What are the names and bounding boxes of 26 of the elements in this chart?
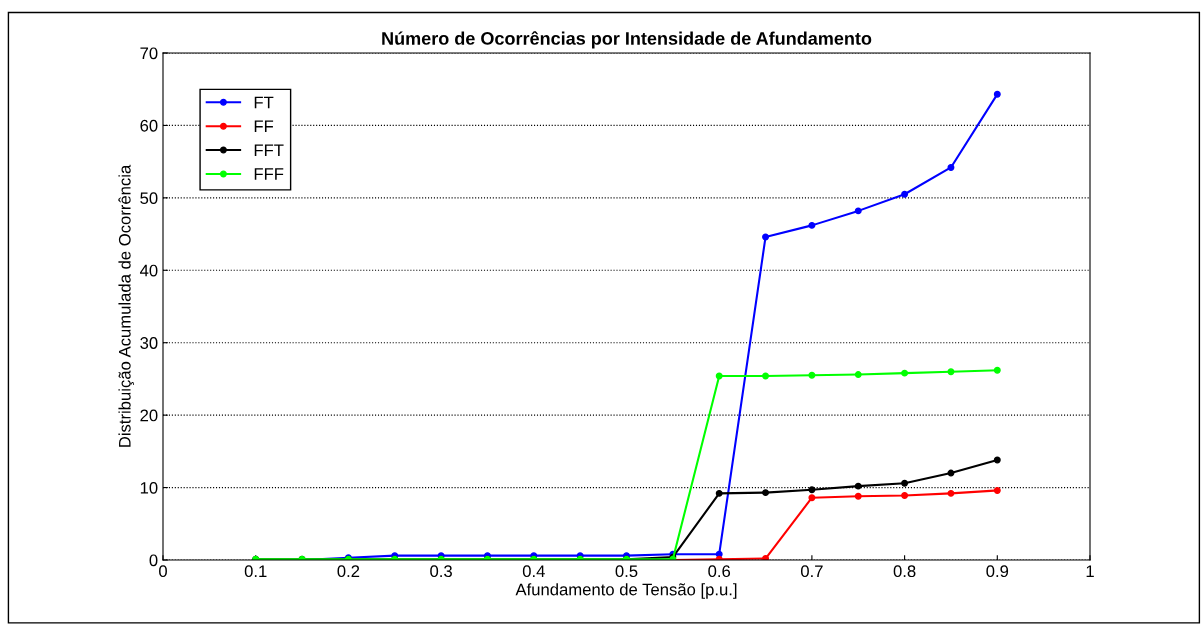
x-tick-label: 0.6 <box>708 565 731 578</box>
legend-label: FF <box>254 120 274 133</box>
x-tick-label: 0.5 <box>615 565 638 578</box>
x-tick-label: 0.8 <box>893 565 916 578</box>
y-tick-label: 50 <box>140 192 158 205</box>
x-tick-label: 0.7 <box>800 565 823 578</box>
y-axis-title: Distribuição Acumulada de Ocorrência <box>118 164 135 447</box>
y-tick-label: 0 <box>149 554 158 567</box>
legend-label: FT <box>254 96 274 109</box>
y-tick-label: 20 <box>140 409 158 422</box>
x-tick-label: 0.2 <box>337 565 360 578</box>
x-tick-label: 0.1 <box>244 565 267 578</box>
x-tick-label: 0 <box>159 565 167 578</box>
y-tick-label: 30 <box>140 337 158 349</box>
y-tick-label: 70 <box>140 47 158 60</box>
legend-label: FFT <box>254 144 284 156</box>
x-tick-label: 1 <box>1086 565 1094 577</box>
x-tick-label: 0.3 <box>430 565 452 578</box>
x-tick-label: 0.4 <box>522 565 545 578</box>
x-tick-label: 0.9 <box>986 565 1009 578</box>
legend-label: FFF <box>254 168 284 180</box>
chart-title: Número de Ocorrências por Intensidade de Afundamento <box>382 31 872 49</box>
y-tick-label: 60 <box>140 119 158 132</box>
y-tick-label: 10 <box>140 481 158 494</box>
x-axis-title: Afundamento de Tensão [p.u.] <box>515 583 737 599</box>
y-tick-label: 40 <box>139 264 158 277</box>
